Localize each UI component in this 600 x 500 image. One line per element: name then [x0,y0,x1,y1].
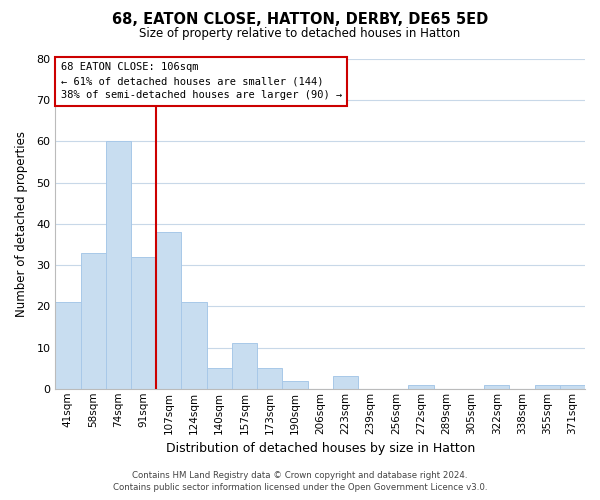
Bar [131,257,156,389]
Bar [181,302,206,389]
Bar [232,344,257,389]
Bar [484,384,509,389]
Bar [206,368,232,389]
Bar [535,384,560,389]
Y-axis label: Number of detached properties: Number of detached properties [15,131,28,317]
Bar [55,302,80,389]
Bar [156,232,181,389]
Text: 68, EATON CLOSE, HATTON, DERBY, DE65 5ED: 68, EATON CLOSE, HATTON, DERBY, DE65 5ED [112,12,488,28]
Text: Contains HM Land Registry data © Crown copyright and database right 2024.
Contai: Contains HM Land Registry data © Crown c… [113,471,487,492]
Text: Size of property relative to detached houses in Hatton: Size of property relative to detached ho… [139,28,461,40]
Bar [409,384,434,389]
Text: 68 EATON CLOSE: 106sqm
← 61% of detached houses are smaller (144)
38% of semi-de: 68 EATON CLOSE: 106sqm ← 61% of detached… [61,62,342,100]
Bar [560,384,585,389]
Bar [333,376,358,389]
Bar [257,368,283,389]
Bar [106,142,131,389]
Bar [80,252,106,389]
X-axis label: Distribution of detached houses by size in Hatton: Distribution of detached houses by size … [166,442,475,455]
Bar [283,380,308,389]
